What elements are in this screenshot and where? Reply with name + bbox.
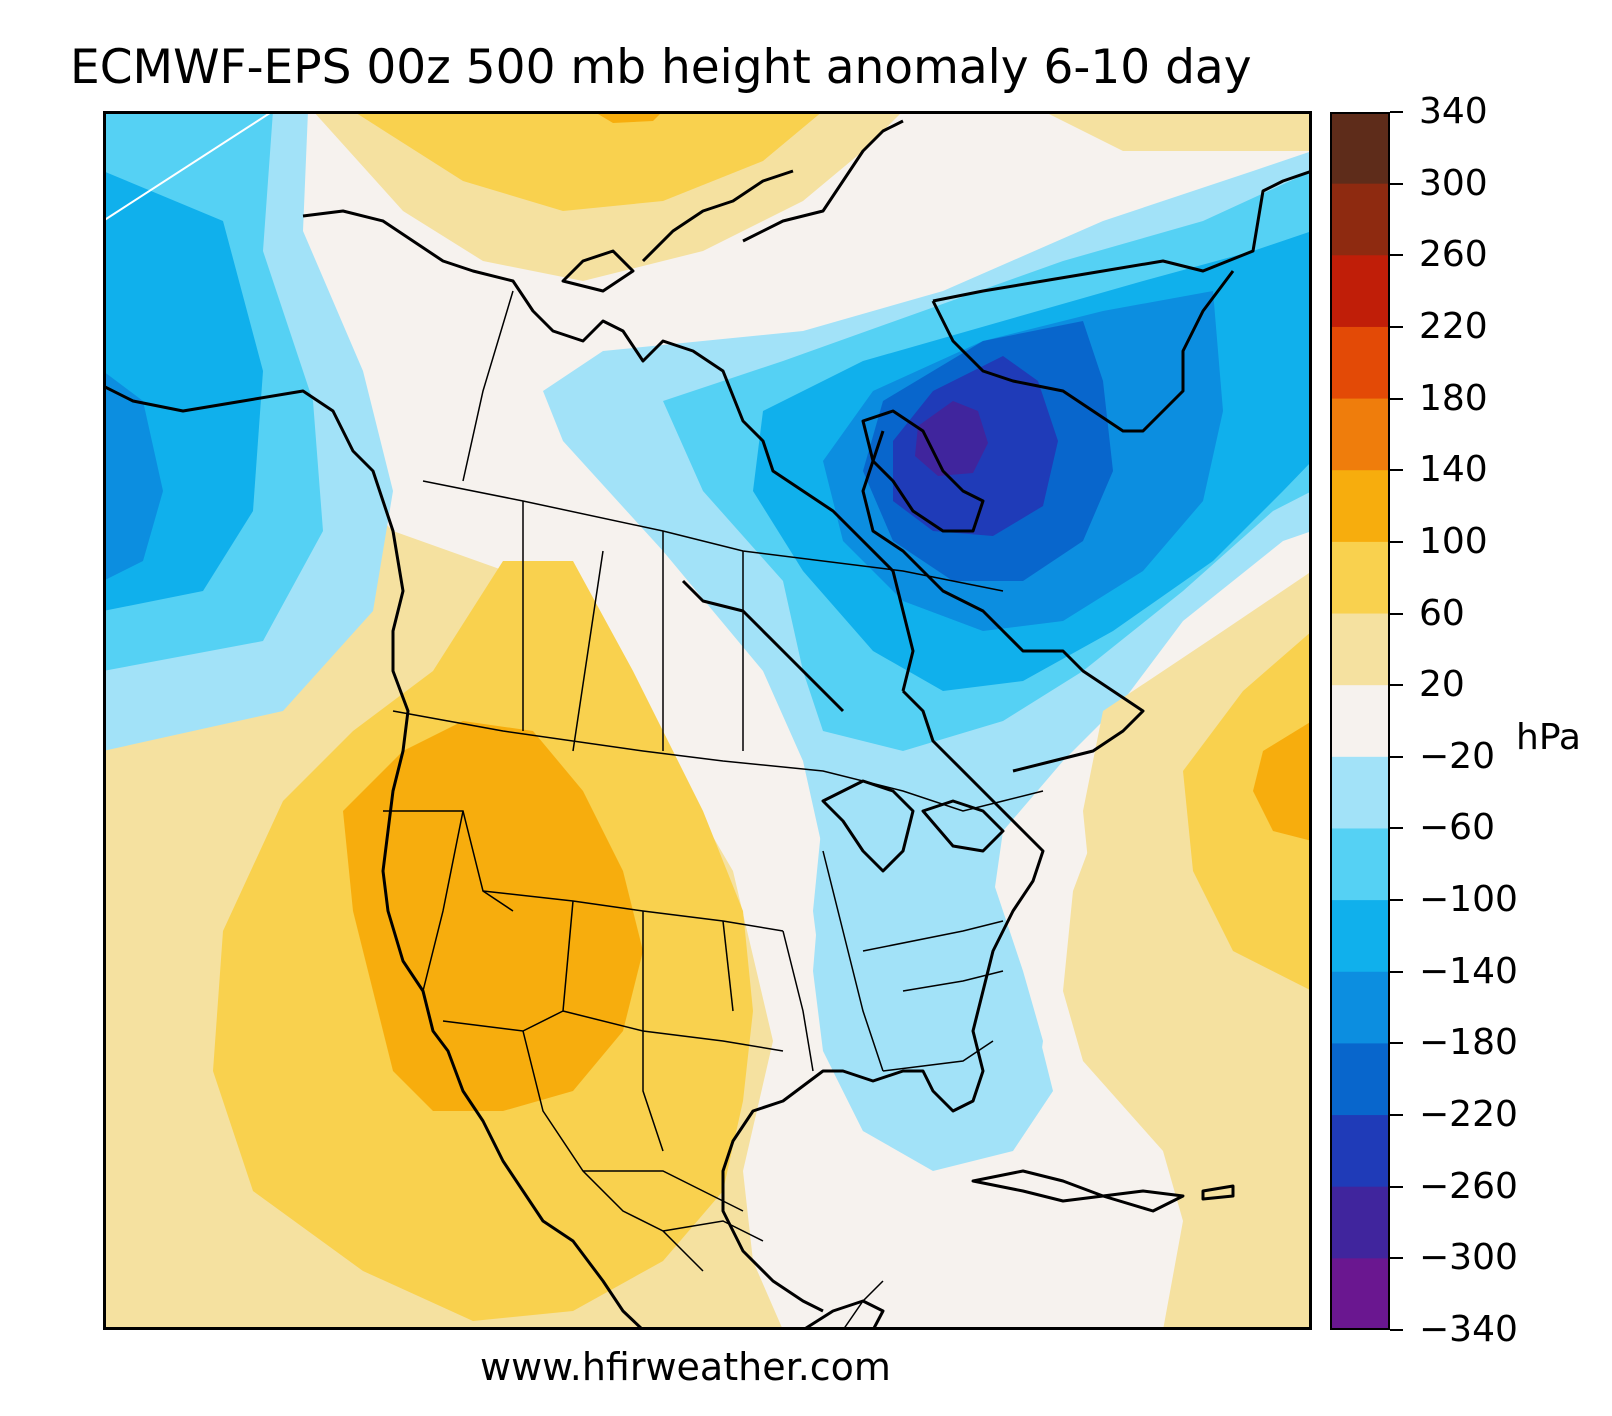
colorbar-tick — [1390, 1114, 1403, 1117]
colorbar-tick-label: 140 — [1419, 449, 1488, 491]
colorbar-tick-label: 20 — [1419, 664, 1465, 706]
colorbar-bin — [1330, 326, 1390, 400]
map-frame — [103, 111, 1312, 1330]
anomaly-field-pos-60-100-atlantic — [1183, 631, 1312, 991]
colorbar-tick-label: −180 — [1419, 1022, 1518, 1064]
anomaly-map — [103, 111, 1312, 1330]
colorbar-bins — [1330, 112, 1390, 1331]
colorbar-tick — [1390, 540, 1403, 543]
colorbar-tick-label: −100 — [1419, 879, 1518, 921]
colorbar-tick-label: 260 — [1419, 234, 1488, 276]
anomaly-field-neg-140-180-west — [103, 371, 163, 581]
colorbar-bin — [1330, 255, 1390, 328]
coastlines — [103, 119, 1312, 1330]
colorbar-tick-label: −140 — [1419, 950, 1518, 992]
anomaly-field-pos-100-140 — [343, 721, 643, 1111]
colorbar-tick-label: −60 — [1419, 807, 1495, 849]
colorbar-tick-label: −20 — [1419, 735, 1495, 777]
colorbar-unit: hPa — [1516, 717, 1581, 758]
colorbar-tick — [1390, 755, 1403, 758]
colorbar-tick — [1390, 612, 1403, 615]
colorbar-bin — [1330, 613, 1390, 686]
colorbar-bin — [1330, 541, 1390, 615]
anomaly-field-pos-60-100-arctic — [353, 111, 823, 211]
colorbar-tick-label: 60 — [1419, 592, 1465, 634]
colorbar-bin — [1330, 183, 1390, 256]
political-boundaries — [383, 290, 1044, 1330]
anomaly-field-pos-100-140-atlantic — [1253, 721, 1312, 841]
graticule-line — [103, 111, 274, 222]
colorbar-tick-label: 180 — [1419, 377, 1488, 419]
colorbar-tick-label: 100 — [1419, 520, 1488, 562]
colorbar-tick-label: −340 — [1419, 1309, 1518, 1350]
anomaly-field-neg-20-60-southeast — [813, 811, 1043, 1161]
colorbar-bin — [1330, 398, 1390, 471]
colorbar-tick — [1390, 684, 1403, 687]
colorbar-frame — [1330, 112, 1390, 1330]
footer-url: www.hfirweather.com — [480, 1345, 891, 1389]
colorbar-bin — [1330, 756, 1390, 829]
anomaly-field-pos-100-140-arctic — [593, 111, 663, 123]
colorbar-bin — [1330, 900, 1390, 973]
colorbar-bin — [1330, 112, 1390, 185]
colorbar-tick — [1390, 1042, 1403, 1045]
colorbar-bin — [1330, 1258, 1390, 1331]
colorbar-bin — [1330, 470, 1390, 543]
colorbar-tick-label: 300 — [1419, 162, 1488, 204]
colorbar-tick — [1390, 254, 1403, 257]
colorbar-bin — [1330, 685, 1390, 758]
colorbar-tick-label: −260 — [1419, 1165, 1518, 1207]
colorbar-bin — [1330, 971, 1390, 1044]
colorbar-tick-label: 340 — [1419, 91, 1488, 132]
colorbar-tick-label: −220 — [1419, 1094, 1518, 1136]
colorbar-tick — [1390, 1329, 1403, 1331]
colorbar-tick — [1390, 397, 1403, 400]
anomaly-field-neg-260-300 — [915, 401, 988, 476]
colorbar — [1330, 111, 1403, 1331]
colorbar-tick — [1390, 469, 1403, 472]
colorbar-bin — [1330, 1115, 1390, 1188]
colorbar-tick — [1390, 970, 1403, 973]
colorbar-tick — [1390, 1257, 1403, 1260]
colorbar-bin — [1330, 1043, 1390, 1116]
colorbar-tick — [1390, 325, 1403, 328]
colorbar-bin — [1330, 828, 1390, 901]
colorbar-tick — [1390, 182, 1403, 185]
colorbar-tick — [1390, 899, 1403, 902]
colorbar-bin — [1330, 1186, 1390, 1259]
map-title: ECMWF-EPS 00z 500 mb height anomaly 6-10… — [70, 40, 1252, 95]
colorbar-tick — [1390, 1185, 1403, 1188]
colorbar-tick — [1390, 827, 1403, 830]
colorbar-tick-label: 220 — [1419, 305, 1488, 347]
colorbar-tick — [1390, 111, 1403, 113]
map-panel — [103, 111, 1312, 1330]
colorbar-tick-label: −300 — [1419, 1237, 1518, 1279]
